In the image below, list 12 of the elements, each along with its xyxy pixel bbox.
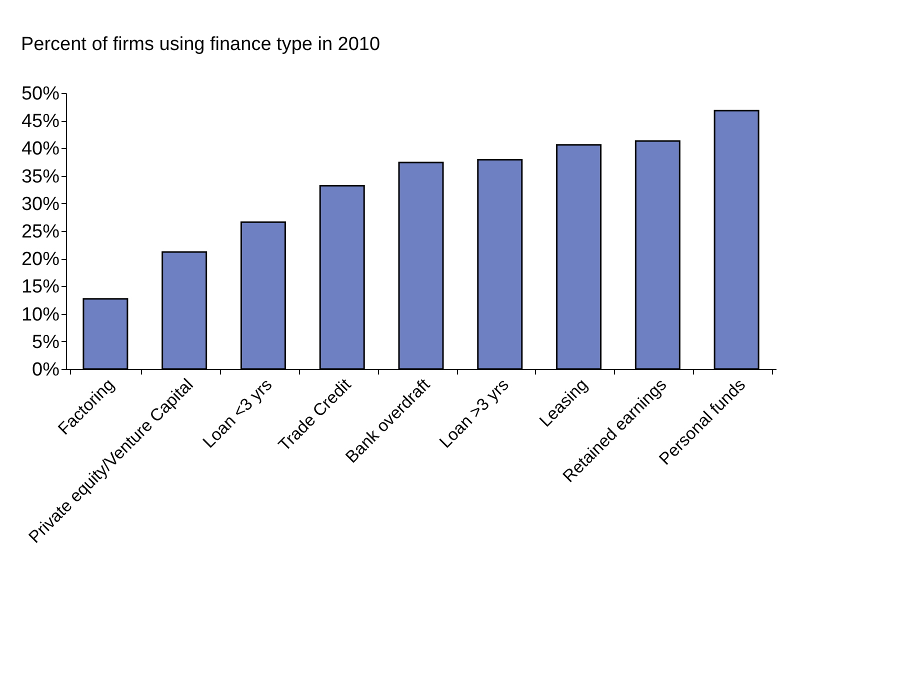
y-tick-label: 10% (21, 304, 60, 326)
y-tick-label: 40% (21, 138, 60, 160)
y-tick-label: 25% (21, 222, 60, 242)
y-tick-label: 0% (32, 360, 60, 380)
y-tick-label: 45% (21, 111, 60, 132)
y-tick-label: 50% (21, 84, 60, 104)
y-tick-label: 15% (21, 276, 60, 298)
y-tick-label: 20% (21, 249, 60, 270)
y-tick-label: 30% (21, 194, 60, 215)
chart-title: Percent of firms using finance type in 2010 (20, 34, 380, 55)
y-tick-label: 35% (21, 166, 60, 188)
y-tick-label: 5% (32, 332, 60, 353)
